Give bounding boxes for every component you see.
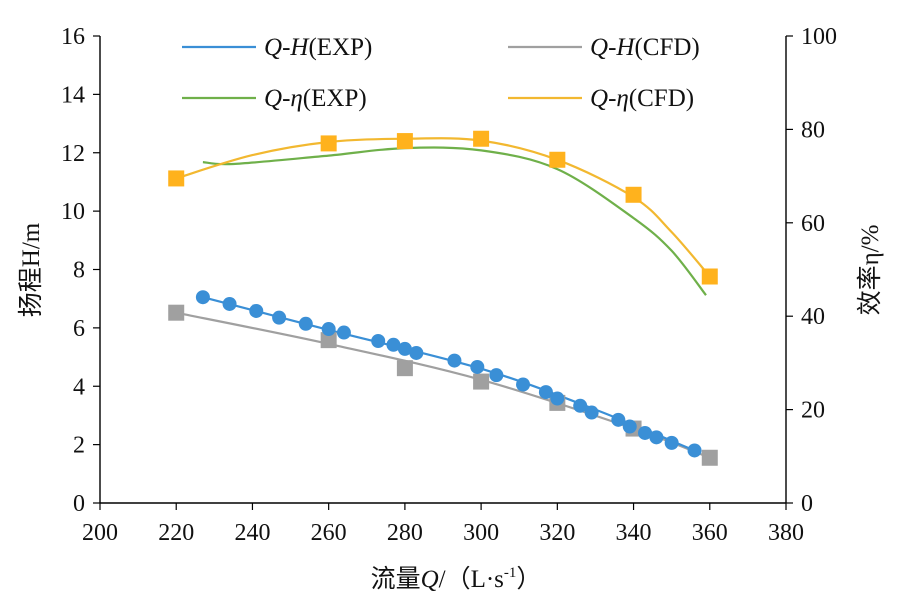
x-axis-title-prefix: 流量 <box>371 565 421 593</box>
qh-exp-point <box>516 377 531 392</box>
qh-cfd-legend-label: Q-H(CFD) <box>590 34 700 61</box>
qeta-exp-legend-label: Q-η(EXP) <box>264 85 367 112</box>
y-right-tick-label: 80 <box>801 117 825 143</box>
qh-exp-point <box>687 443 702 458</box>
qeta-cfd-line <box>175 137 711 278</box>
qh-exp-legend-label: Q-H(EXP) <box>264 34 372 61</box>
qeta-cfd-point <box>320 135 337 152</box>
qh-exp-point <box>298 316 313 331</box>
x-tick-label: 380 <box>768 520 804 546</box>
qh-exp-point <box>222 296 237 311</box>
qh-exp-point <box>573 398 588 413</box>
x-axis-title-end: ） <box>516 565 541 593</box>
series-markers <box>168 130 718 466</box>
y-left-tick-label: 6 <box>73 316 85 342</box>
y-right-axis-title: 效率η/% <box>856 225 884 316</box>
qh-exp-point <box>195 290 210 305</box>
x-axis-title: 流量Q/（L·s-1） <box>371 565 542 593</box>
x-tick-label: 220 <box>158 520 194 546</box>
y-left-axis-title: 扬程H/m <box>17 222 45 317</box>
x-tick-label: 200 <box>82 520 118 546</box>
qeta-cfd-point <box>549 151 566 168</box>
qeta-cfd-legend-label: Q-η(CFD) <box>590 85 694 112</box>
y-right-tick-label: 0 <box>801 491 813 517</box>
y-left-tick-label: 14 <box>61 82 85 108</box>
qh-exp-point <box>622 419 637 434</box>
y-right-tick-label: 40 <box>801 304 825 330</box>
x-tick-label: 240 <box>234 520 270 546</box>
qh-exp-point <box>321 322 336 337</box>
x-tick-label: 300 <box>463 520 499 546</box>
qh-exp-point <box>397 341 412 356</box>
axes: 200 220 240 260 280 300 320 340 360 3800246810121… <box>61 24 837 546</box>
x-tick-label: 280 <box>387 520 423 546</box>
qeta-exp-line <box>202 146 707 296</box>
qh-cfd-point <box>473 373 490 390</box>
series-curves <box>175 137 711 459</box>
qh-cfd-point <box>168 304 185 321</box>
qh-exp-point <box>664 435 679 450</box>
qeta-cfd-point <box>396 133 413 150</box>
qeta-cfd-point <box>701 268 718 285</box>
qh-exp-point <box>538 385 553 400</box>
x-axis-title-var: Q <box>421 566 439 593</box>
y-right-tick-label: 100 <box>801 24 837 50</box>
qh-exp-point <box>409 345 424 360</box>
qh-exp-point <box>249 303 264 318</box>
qh-exp-point <box>447 353 462 368</box>
y-left-tick-label: 8 <box>73 258 85 284</box>
qeta-cfd-point <box>625 186 642 203</box>
qh-exp-point <box>611 412 626 427</box>
y-left-tick-label: 12 <box>61 141 85 167</box>
qh-cfd-point <box>320 332 337 349</box>
qh-cfd-point <box>396 360 413 377</box>
y-left-tick-label: 10 <box>61 199 85 225</box>
y-right-tick-label: 20 <box>801 398 825 424</box>
qh-exp-point <box>637 425 652 440</box>
qh-exp-point <box>272 310 287 325</box>
x-tick-label: 360 <box>692 520 728 546</box>
x-axis-title-suffix: /（L·s <box>439 565 504 593</box>
qh-exp-point <box>386 337 401 352</box>
qh-exp-point <box>489 368 504 383</box>
qh-exp-point <box>550 391 565 406</box>
y-right-tick-label: 60 <box>801 211 825 237</box>
x-tick-label: 260 <box>311 520 347 546</box>
y-left-tick-label: 16 <box>61 24 85 50</box>
qeta-cfd-point <box>473 130 490 147</box>
x-tick-label: 340 <box>616 520 652 546</box>
qh-exp-point <box>336 325 351 340</box>
x-axis-title-sup: -1 <box>504 565 517 581</box>
qh-exp-point <box>584 405 599 420</box>
qh-exp-point <box>649 430 664 445</box>
qh-exp-point <box>470 359 485 374</box>
y-left-tick-label: 2 <box>73 433 85 459</box>
y-left-tick-label: 0 <box>73 491 85 517</box>
qh-exp-point <box>371 334 386 349</box>
y-left-tick-label: 4 <box>73 374 85 400</box>
legend: Q-H(EXP) Q-H(CFD) Q-η(EXP) Q-η(CFD) <box>182 34 700 112</box>
x-tick-label: 320 <box>539 520 575 546</box>
qh-cfd-point <box>701 449 718 466</box>
qeta-cfd-point <box>168 170 185 187</box>
